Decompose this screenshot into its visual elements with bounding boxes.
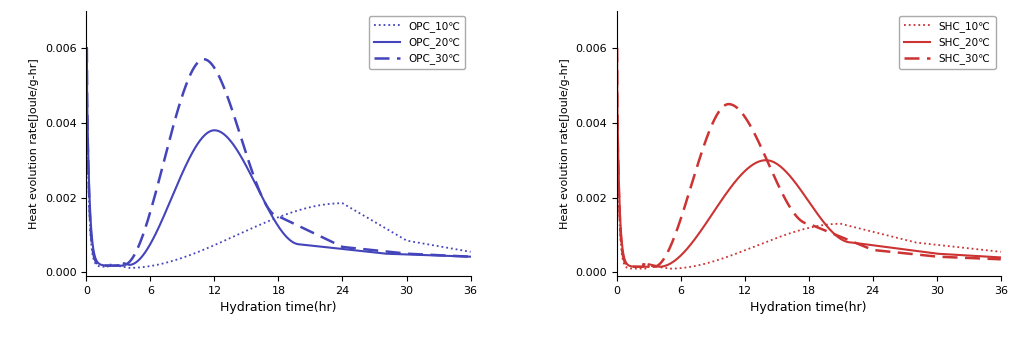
OPC_10℃ [457,249,469,253]
SHC_10℃ [642,267,654,271]
SHC_20℃ [946,252,958,257]
OPC_10℃ [464,250,477,254]
SHC_20℃ [654,264,666,269]
SHC_20℃ [995,255,1007,259]
SHC_30℃ [678,209,690,213]
OPC_30℃ [416,252,428,257]
OPC_30℃ [80,46,92,50]
Line: OPC_30℃: OPC_30℃ [86,48,470,266]
OPC_30℃ [228,113,240,117]
SHC_10℃ [946,244,958,249]
OPC_20℃ [457,254,469,258]
SHC_30℃ [648,265,660,269]
SHC_10℃ [988,249,1000,253]
SHC_30℃ [995,257,1007,261]
Line: SHC_10℃: SHC_10℃ [617,48,1001,269]
OPC_20℃ [147,237,160,241]
SHC_20℃ [988,255,1000,259]
OPC_20℃ [80,46,92,50]
OPC_10℃ [123,266,135,270]
OPC_30℃ [464,255,477,259]
OPC_10℃ [228,234,240,239]
OPC_10℃ [147,263,160,268]
SHC_20℃ [678,251,690,255]
OPC_10℃ [80,46,92,50]
SHC_30℃ [611,46,623,50]
OPC_10℃ [124,266,136,270]
Line: SHC_20℃: SHC_20℃ [617,48,1001,267]
OPC_30℃ [124,259,136,263]
SHC_20℃ [611,46,623,50]
Y-axis label: Heat evolution rate[Joule/g-hr]: Heat evolution rate[Joule/g-hr] [560,58,570,229]
SHC_30℃ [654,261,666,265]
SHC_10℃ [995,250,1007,254]
Y-axis label: Heat evolution rate[Joule/g-hr]: Heat evolution rate[Joule/g-hr] [29,58,40,229]
SHC_10℃ [678,266,690,270]
SHC_10℃ [758,241,770,245]
OPC_10℃ [245,227,257,231]
OPC_20℃ [228,143,240,147]
Line: OPC_20℃: OPC_20℃ [86,48,470,266]
OPC_20℃ [464,255,477,259]
Line: OPC_10℃: OPC_10℃ [86,48,470,268]
SHC_30℃ [774,188,786,192]
OPC_20℃ [124,263,136,267]
SHC_20℃ [774,165,786,169]
Legend: OPC_10℃, OPC_20℃, OPC_30℃: OPC_10℃, OPC_20℃, OPC_30℃ [369,16,465,69]
SHC_30℃ [758,152,770,156]
SHC_10℃ [611,46,623,50]
SHC_30℃ [988,257,1000,261]
OPC_30℃ [112,263,124,268]
OPC_20℃ [245,172,257,176]
X-axis label: Hydration time(hr): Hydration time(hr) [220,301,336,314]
OPC_30℃ [457,254,469,258]
OPC_20℃ [118,263,130,268]
SHC_20℃ [653,265,665,269]
Legend: SHC_10℃, SHC_20℃, SHC_30℃: SHC_10℃, SHC_20℃, SHC_30℃ [899,16,996,69]
SHC_20℃ [758,158,770,162]
OPC_30℃ [147,200,160,204]
X-axis label: Hydration time(hr): Hydration time(hr) [751,301,867,314]
OPC_30℃ [245,165,257,169]
Line: SHC_30℃: SHC_30℃ [617,48,1001,267]
SHC_30℃ [946,255,958,259]
OPC_10℃ [416,241,428,245]
SHC_10℃ [774,234,786,239]
SHC_10℃ [654,265,666,269]
OPC_20℃ [416,253,428,257]
